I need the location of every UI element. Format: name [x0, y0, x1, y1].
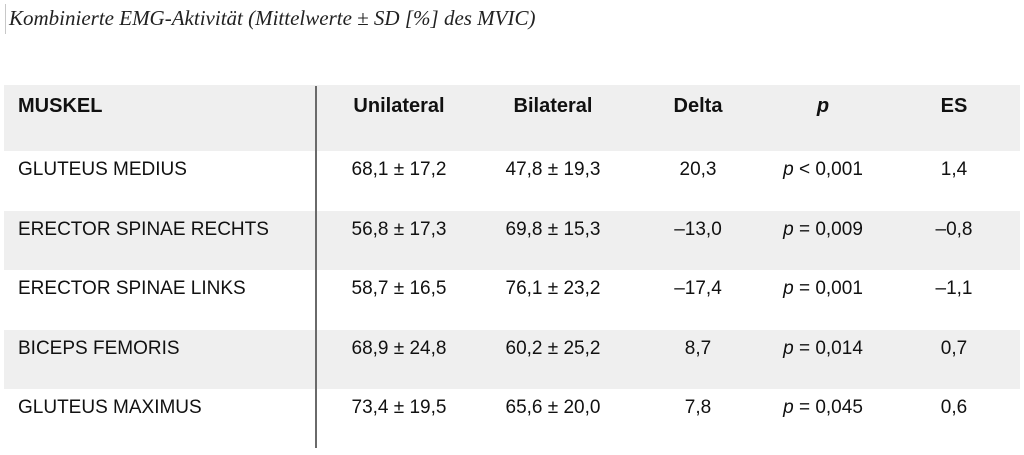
cell-muskel: ERECTOR SPINAE LINKS — [18, 278, 246, 299]
cell-es: 0,7 — [940, 337, 968, 359]
p-symbol: p — [783, 159, 794, 180]
cell-delta: 8,7 — [684, 337, 712, 359]
table-row: ERECTOR SPINAE LINKS 58,7 ± 16,5 76,1 ± … — [4, 270, 1020, 330]
cell-unilateral: 68,1 ± 17,2 — [351, 159, 447, 180]
cell-es: 1,4 — [940, 159, 968, 180]
cell-muskel: ERECTOR SPINAE RECHTS — [18, 218, 269, 240]
p-value: < 0,001 — [793, 159, 863, 180]
p-value: = 0,009 — [793, 218, 863, 240]
table-caption: Kombinierte EMG-Aktivität (Mittelwerte ±… — [5, 4, 536, 34]
cell-p: p = 0,014 — [758, 330, 888, 390]
cell-unilateral: 58,7 ± 16,5 — [351, 278, 447, 299]
p-symbol: p — [783, 218, 794, 240]
p-value: = 0,045 — [793, 397, 863, 418]
p-symbol: p — [783, 278, 794, 299]
p-symbol: p — [783, 397, 794, 418]
cell-delta: 7,8 — [684, 397, 712, 418]
cell-bilateral: 60,2 ± 25,2 — [505, 337, 601, 359]
cell-unilateral: 56,8 ± 17,3 — [351, 218, 447, 240]
table-header-row: MUSKEL Unilateral Bilateral Delta p ES — [4, 85, 1020, 151]
cell-unilateral: 68,9 ± 24,8 — [351, 337, 447, 359]
cell-p: p = 0,009 — [758, 211, 888, 271]
p-value: = 0,014 — [793, 337, 863, 359]
header-p: p — [816, 95, 830, 117]
cell-bilateral: 69,8 ± 15,3 — [505, 218, 601, 240]
table-row: ERECTOR SPINAE RECHTS 56,8 ± 17,3 69,8 ±… — [4, 210, 1020, 271]
header-es: ES — [940, 95, 968, 117]
header-bilateral: Bilateral — [513, 95, 593, 117]
header-delta: Delta — [673, 95, 723, 117]
header-muskel: MUSKEL — [18, 95, 103, 117]
cell-muskel: GLUTEUS MEDIUS — [18, 159, 187, 180]
table-row: GLUTEUS MAXIMUS 73,4 ± 19,5 65,6 ± 20,0 … — [4, 389, 1020, 449]
cell-delta: –13,0 — [674, 218, 722, 240]
table-title: Kombinierte EMG-Aktivität (Mittelwerte ±… — [9, 6, 536, 30]
emg-table: MUSKEL Unilateral Bilateral Delta p ES G… — [4, 85, 1020, 449]
cell-es: 0,6 — [940, 397, 968, 418]
cell-es: –1,1 — [935, 278, 973, 299]
cell-muskel: BICEPS FEMORIS — [18, 337, 180, 359]
cell-p: p = 0,001 — [758, 270, 888, 330]
cell-delta: –17,4 — [674, 278, 722, 299]
cell-p: p = 0,045 — [758, 389, 888, 449]
p-symbol: p — [783, 337, 794, 359]
header-unilateral: Unilateral — [353, 95, 445, 117]
cell-p: p < 0,001 — [758, 151, 888, 211]
table-row: GLUTEUS MEDIUS 68,1 ± 17,2 47,8 ± 19,3 2… — [4, 151, 1020, 211]
cell-bilateral: 76,1 ± 23,2 — [505, 278, 601, 299]
cell-es: –0,8 — [935, 218, 973, 240]
table-row: BICEPS FEMORIS 68,9 ± 24,8 60,2 ± 25,2 8… — [4, 329, 1020, 390]
cell-muskel: GLUTEUS MAXIMUS — [18, 397, 202, 418]
cell-bilateral: 47,8 ± 19,3 — [505, 159, 601, 180]
column-divider — [315, 86, 317, 448]
cell-delta: 20,3 — [679, 159, 717, 180]
p-value: = 0,001 — [793, 278, 863, 299]
cell-bilateral: 65,6 ± 20,0 — [505, 397, 601, 418]
cell-unilateral: 73,4 ± 19,5 — [351, 397, 447, 418]
